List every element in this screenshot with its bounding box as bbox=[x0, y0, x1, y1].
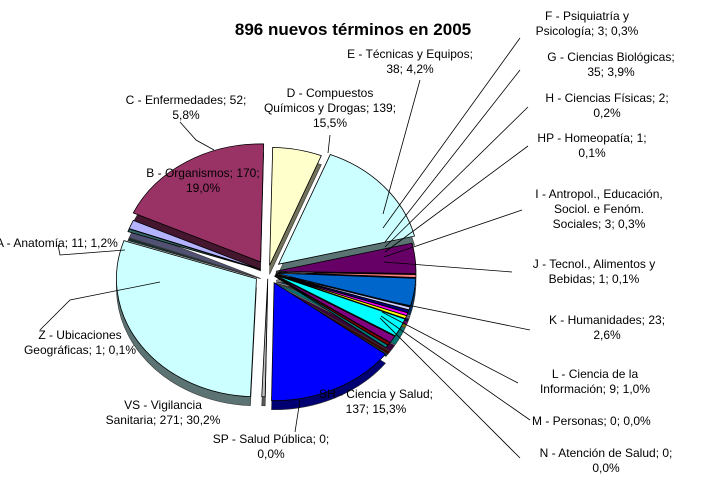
slice-label-salud-publica: SP - Salud Pública; 0; 0,0% bbox=[212, 432, 330, 461]
slice-c-enfermedades bbox=[269, 146, 322, 266]
slice-label-ciencia-informacion: L - Ciencia de la Información; 9; 1,0% bbox=[539, 367, 651, 396]
slice-label-compuestos: D - Compuestos Químicos y Drogas; 139; 1… bbox=[263, 86, 397, 130]
leader-line bbox=[384, 145, 529, 253]
slice-label-tecnologia-alimentos: J - Tecnol., Alimentos y Bebidas; 1; 0,1… bbox=[532, 257, 656, 286]
leader-line bbox=[383, 261, 513, 273]
slice-label-ciencias-fisicas: H - Ciencias Físicas; 2; 0,2% bbox=[545, 91, 669, 120]
slice-sh-ciencia-y-salud bbox=[271, 281, 387, 402]
slice-sp-salud-publica bbox=[261, 278, 269, 398]
slice-label-ubicaciones-geograficas: Z - Ubicaciones Geográficas; 1; 0,1% bbox=[23, 328, 137, 357]
slice-g-ciencias-biologicas bbox=[275, 272, 417, 307]
slice-label-antropologia: I - Antropol., Educación, Sociol. e Fenó… bbox=[535, 187, 663, 231]
slice-d-compuestos-quimicos-y-drogas bbox=[277, 154, 416, 265]
leader-line bbox=[294, 399, 301, 433]
slice-f-psiquiatria-y-psicologia bbox=[275, 271, 417, 278]
slice-h-ciencias-fisicas bbox=[275, 273, 411, 311]
chart-title: 896 nuevos términos en 2005 bbox=[234, 20, 472, 39]
slice-z-ubicaciones-geograficas bbox=[127, 228, 261, 271]
leader-line bbox=[382, 299, 531, 331]
leader-line bbox=[384, 106, 529, 248]
leader-line bbox=[382, 37, 521, 229]
leader-line bbox=[382, 79, 421, 215]
slice-label-ciencia-salud: SH - Ciencia y Salud; 137; 15,3% bbox=[318, 387, 434, 416]
leader-line bbox=[380, 315, 531, 421]
leader-line bbox=[379, 317, 521, 459]
leader-line bbox=[383, 209, 523, 258]
slice-label-anatomia: A - Anatomía; 11; 1,2% bbox=[0, 236, 118, 250]
slice-depth-l-ciencia-de-la-informacion bbox=[274, 284, 396, 352]
leader-line bbox=[179, 121, 215, 151]
slice-label-tecnicas: E - Técnicas y Equipos; 38; 4,2% bbox=[347, 47, 473, 76]
slice-e-tecnicas-y-equipos bbox=[275, 242, 417, 275]
slice-label-psiquiatria: F - Psiquiatría y Psicología; 3; 0,3% bbox=[535, 9, 639, 38]
slice-l-ciencia-de-la-informacion bbox=[274, 275, 396, 343]
slice-label-vigilancia-sanitaria: VS - Vigilancia Sanitaria; 271; 30,2% bbox=[105, 398, 221, 427]
leader-line bbox=[327, 134, 331, 154]
slice-depth-z-ubicaciones-geograficas bbox=[127, 237, 261, 280]
slice-label-homeopatia: HP - Homeopatía; 1; 0,1% bbox=[537, 131, 647, 160]
slice-label-enfermedades: C - Enfermedades; 52; 5,8% bbox=[125, 93, 247, 122]
leader-line bbox=[381, 311, 519, 384]
slice-label-atencion-salud: N - Atención de Salud; 0; 0,0% bbox=[539, 446, 673, 475]
slice-label-organismos: B - Organismos; 170; 19,0% bbox=[146, 166, 260, 195]
slice-label-ciencias-biologicas: G - Ciencias Biológicas; 35; 3,9% bbox=[547, 50, 675, 79]
slice-k-humanidades bbox=[274, 274, 406, 337]
slice-label-personas: M - Personas; 0; 0,0% bbox=[532, 414, 651, 428]
slice-label-humanidades: K - Humanidades; 23; 2,6% bbox=[548, 313, 666, 342]
leader-line bbox=[39, 281, 161, 331]
slice-b-organismos bbox=[132, 143, 265, 263]
leader-line bbox=[384, 69, 521, 243]
slice-vs-vigilancia-sanitaria bbox=[116, 240, 257, 398]
leader-line bbox=[57, 244, 126, 256]
